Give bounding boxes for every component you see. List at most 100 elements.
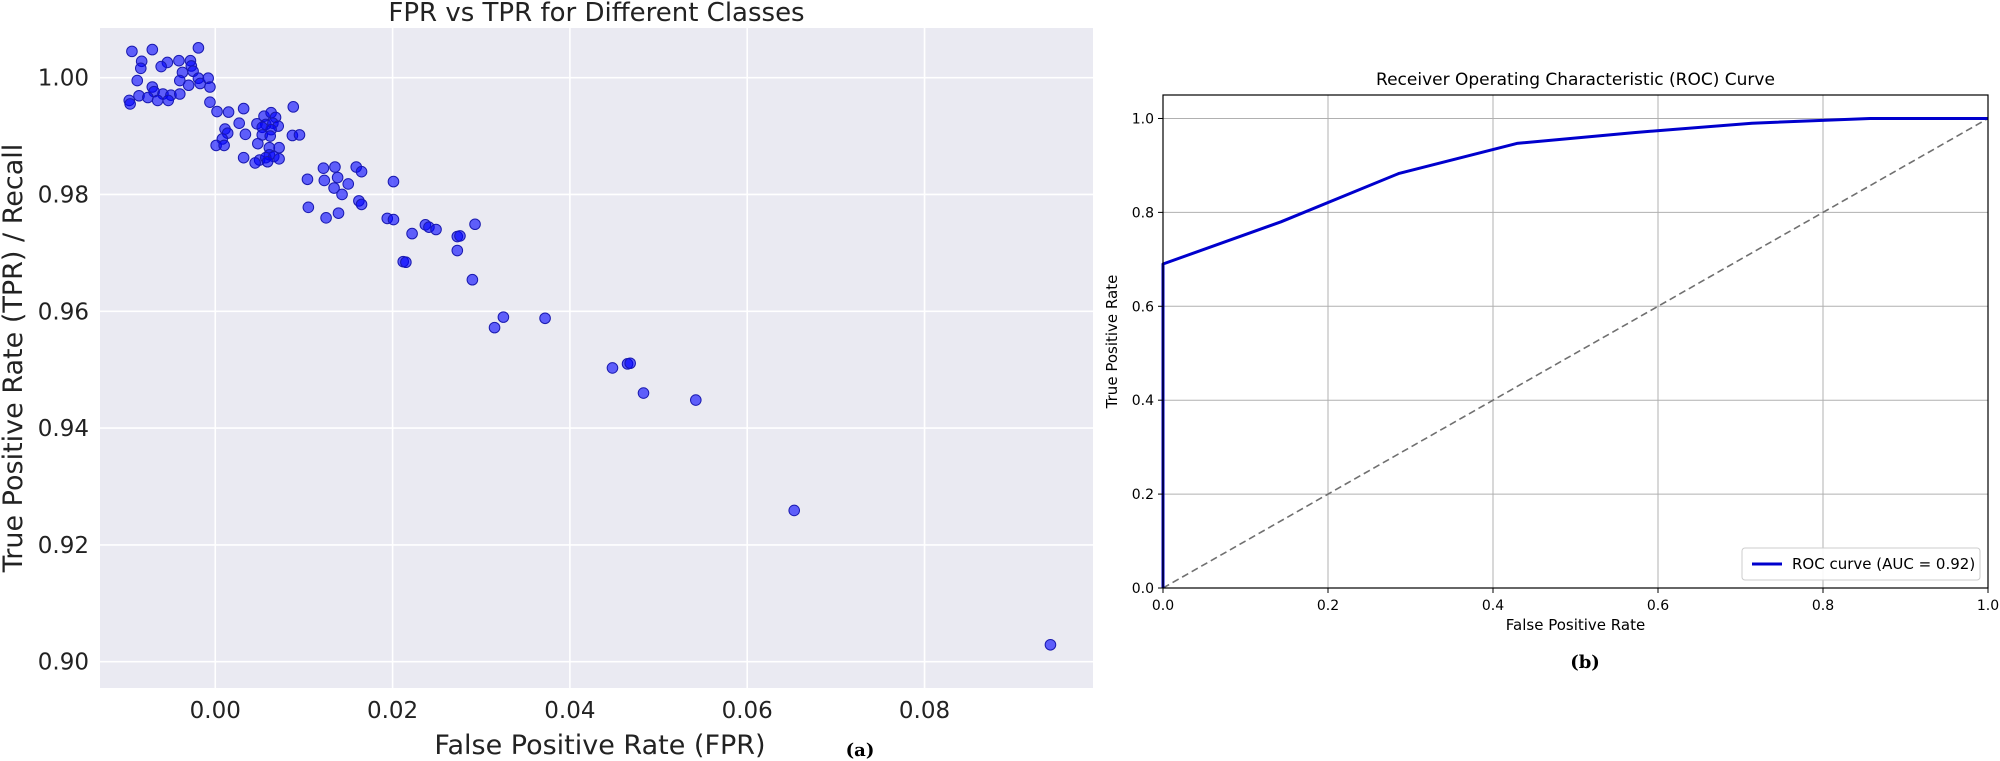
scatter-point [182, 79, 195, 92]
scatter-point [273, 153, 285, 165]
scatter-x-tick-label: 0.02 [367, 698, 418, 724]
scatter-point [318, 174, 331, 187]
roc-plot-background [1163, 95, 1988, 588]
scatter-y-axis-label: True Positive Rate (TPR) / Recall [0, 144, 29, 574]
chance-diagonal-line [1162, 117, 1989, 589]
scatter-point [342, 178, 355, 190]
scatter-point [332, 207, 345, 219]
scatter-point [124, 98, 136, 110]
scatter-point [497, 311, 510, 323]
scatter-y-tick-label: 0.94 [38, 416, 89, 442]
scatter-y-tick-label: 0.90 [38, 650, 89, 676]
scatter-point [173, 54, 185, 67]
scatter-point [126, 45, 138, 58]
scatter-point [454, 230, 466, 242]
scatter-point [155, 60, 167, 73]
scatter-point [249, 157, 261, 169]
scatter-point [624, 357, 636, 370]
roc-y-tick-label: 1.0 [1132, 111, 1154, 127]
scatter-point [469, 218, 481, 231]
roc-legend: ROC curve (AUC = 0.92) [1741, 547, 1981, 581]
roc-y-tick-label: 0.2 [1132, 487, 1154, 503]
scatter-point [406, 227, 418, 240]
scatter-point [237, 102, 250, 115]
scatter-point [788, 504, 801, 517]
roc-x-tick-label: 0.8 [1812, 598, 1834, 614]
scatter-point [134, 62, 147, 75]
scatter-point [336, 188, 348, 201]
scatter-point [355, 198, 368, 211]
scatter-point [204, 96, 216, 108]
scatter-point [328, 182, 340, 194]
scatter-point [261, 155, 274, 168]
scatter-x-axis-label: False Positive Rate (FPR) [434, 730, 765, 761]
scatter-x-tick-label: 0.06 [722, 698, 773, 724]
roc-tick-labels: 0.0 0.2 0.4 0.6 0.8 1.0 0.0 0.2 0.4 0.6 0.8 1.0 [1132, 111, 1999, 614]
roc-y-tick-label: 0.4 [1132, 393, 1154, 409]
scatter-point [218, 139, 230, 152]
scatter-point [329, 161, 341, 173]
roc-legend-label: ROC curve (AUC = 0.92) [1792, 555, 1975, 573]
scatter-x-tick-label: 0.08 [899, 698, 950, 724]
scatter-tick-labels: 0.00 0.02 0.04 0.06 0.08 0.90 0.92 0.94 0.96 0.98… [38, 66, 950, 724]
scatter-point [451, 244, 464, 257]
roc-y-tick-label: 0.0 [1132, 581, 1154, 597]
scatter-point [539, 312, 551, 325]
scatter-point [430, 223, 442, 236]
scatter-point [637, 387, 650, 399]
roc-title: Receiver Operating Characteristic (ROC) … [1376, 70, 1775, 90]
roc-x-tick-label: 1.0 [1977, 598, 1999, 614]
scatter-grid [100, 28, 1093, 688]
roc-curve-line [1161, 117, 1988, 588]
scatter-point [211, 105, 223, 118]
scatter-point [151, 94, 164, 107]
scatter-point [146, 43, 159, 56]
roc-x-tick-label: 0.6 [1647, 598, 1669, 614]
scatter-point [301, 173, 314, 186]
scatter-points [123, 42, 1057, 651]
scatter-title: FPR vs TPR for Different Classes [388, 0, 804, 28]
scatter-point [606, 362, 619, 374]
roc-y-axis-label: True Positive Rate [1103, 275, 1121, 410]
roc-x-tick-label: 0.2 [1317, 598, 1339, 614]
scatter-point [173, 74, 186, 87]
scatter-point [142, 91, 154, 104]
panel-a-caption: (a) [846, 740, 875, 761]
scatter-point [466, 273, 479, 286]
scatter-point [287, 101, 300, 113]
panel-b-caption: (b) [1570, 652, 1600, 673]
scatter-point [317, 162, 330, 174]
scatter-point [173, 88, 186, 100]
scatter-point [331, 171, 344, 184]
scatter-point [400, 256, 412, 269]
scatter-y-tick-label: 0.96 [38, 299, 89, 325]
scatter-point [162, 94, 175, 107]
scatter-y-tick-label: 1.00 [38, 66, 89, 92]
scatter-point [320, 212, 332, 224]
roc-x-tick-label: 0.4 [1482, 598, 1504, 614]
scatter-point [237, 151, 250, 164]
roc-y-tick-label: 0.8 [1132, 205, 1154, 221]
scatter-point [293, 129, 306, 141]
scatter-point [264, 130, 277, 142]
scatter-point [355, 165, 368, 178]
scatter-x-tick-label: 0.04 [544, 698, 595, 724]
roc-panel: 0.0 0.2 0.4 0.6 0.8 1.0 0.0 0.2 0.4 0.6 0.8 1.0 Rec… [1103, 70, 1999, 673]
roc-axes-frame [1162, 94, 1989, 589]
scatter-point [252, 137, 264, 150]
scatter-point [488, 321, 501, 334]
scatter-point [1044, 638, 1057, 651]
scatter-point [387, 175, 400, 188]
scatter-x-tick-label: 0.00 [190, 698, 241, 724]
scatter-point [387, 213, 400, 226]
roc-x-tick-label: 0.0 [1152, 598, 1174, 614]
scatter-point [302, 201, 315, 214]
scatter-panel: 0.00 0.02 0.04 0.06 0.08 0.90 0.92 0.94 0.96 0.98… [0, 0, 1093, 761]
scatter-y-tick-label: 0.92 [38, 533, 89, 559]
scatter-point [204, 81, 216, 93]
roc-lines [1161, 117, 1989, 589]
scatter-point [222, 106, 235, 118]
scatter-point [239, 128, 252, 141]
roc-y-tick-label: 0.6 [1132, 299, 1154, 315]
